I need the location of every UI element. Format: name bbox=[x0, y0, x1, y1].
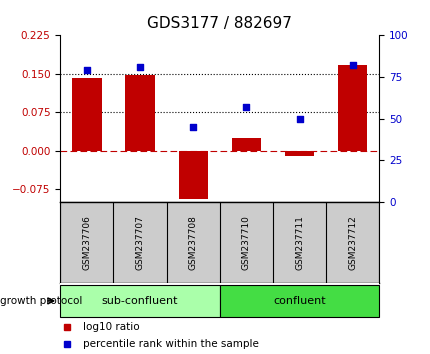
Point bbox=[348, 63, 355, 68]
Text: GSM237706: GSM237706 bbox=[82, 215, 91, 270]
Bar bbox=[337, 64, 366, 150]
Text: GSM237710: GSM237710 bbox=[241, 215, 250, 270]
Text: GSM237707: GSM237707 bbox=[135, 215, 144, 270]
Point bbox=[189, 124, 196, 130]
Point bbox=[243, 104, 249, 110]
Text: GSM237708: GSM237708 bbox=[188, 215, 197, 270]
Text: percentile rank within the sample: percentile rank within the sample bbox=[83, 339, 258, 349]
Bar bbox=[231, 138, 261, 150]
Point bbox=[136, 64, 143, 70]
Point bbox=[83, 68, 90, 73]
Text: GSM237712: GSM237712 bbox=[347, 215, 356, 270]
Text: sub-confluent: sub-confluent bbox=[101, 296, 178, 306]
Bar bbox=[60, 285, 219, 317]
Text: GSM237711: GSM237711 bbox=[295, 215, 303, 270]
Text: confluent: confluent bbox=[273, 296, 325, 306]
Text: log10 ratio: log10 ratio bbox=[83, 321, 139, 332]
Bar bbox=[284, 150, 313, 156]
Bar bbox=[125, 75, 154, 150]
Bar bbox=[219, 285, 378, 317]
Bar bbox=[178, 150, 207, 199]
Bar bbox=[72, 78, 101, 150]
Title: GDS3177 / 882697: GDS3177 / 882697 bbox=[147, 16, 292, 32]
Text: growth protocol: growth protocol bbox=[0, 296, 82, 306]
Point bbox=[295, 116, 302, 121]
